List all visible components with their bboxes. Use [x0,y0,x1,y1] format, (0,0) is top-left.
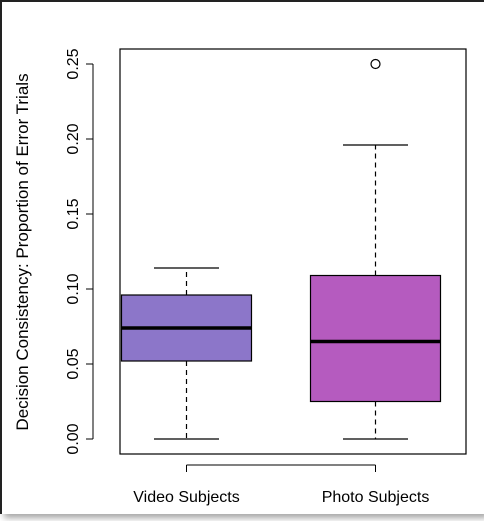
y-axis-label: Decision Consistency: Proportion of Erro… [13,73,32,430]
plot-area-border [119,48,467,455]
box-video-subjects [120,267,253,440]
y-tick-label: 0.15 [65,198,82,229]
x-axis: Video Subjects Photo Subjects [133,464,430,506]
y-axis: 0.00 0.05 0.10 0.15 0.20 0.25 [65,48,94,455]
outlier-point [370,58,381,70]
box-series [120,58,442,440]
iqr-box [309,274,442,403]
box-photo-subjects [309,58,442,440]
y-tick-label: 0.05 [65,348,82,379]
y-tick-label: 0.00 [65,423,82,454]
x-tick-label: Video Subjects [133,489,239,506]
x-tick-label: Photo Subjects [322,489,430,506]
y-tick-label: 0.20 [65,123,82,154]
y-tick-label: 0.25 [65,48,82,79]
y-tick-label: 0.10 [65,273,82,304]
